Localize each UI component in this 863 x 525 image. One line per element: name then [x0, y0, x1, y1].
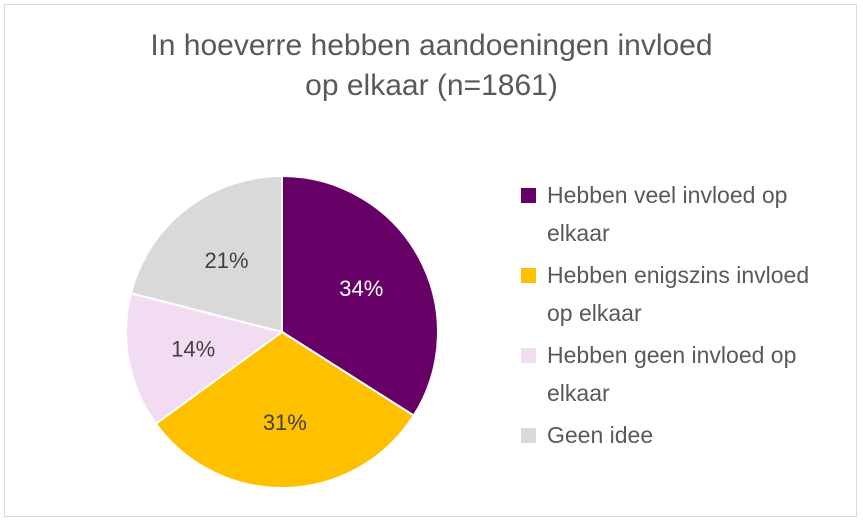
legend-swatch-geen-invloed — [521, 348, 536, 363]
legend-label-enigszins-invloed-line-1: Hebben enigszins invloed — [547, 262, 810, 288]
legend-label-geen-invloed-line-1: Hebben geen invloed op — [547, 342, 797, 368]
legend-label-geen-invloed-line-2: elkaar — [547, 380, 610, 406]
legend-label-veel-invloed-line-1: Hebben veel invloed op — [547, 182, 788, 208]
legend: Hebben veel invloed op elkaar Hebben eni… — [521, 176, 851, 458]
pie-data-label-geen-idee: 21% — [205, 248, 249, 273]
pie-data-label-veel-invloed: 34% — [339, 276, 383, 301]
chart-title-line-2: op elkaar (n=1861) — [305, 69, 558, 102]
legend-item-geen-idee: Geen idee — [521, 416, 851, 454]
legend-item-enigszins-invloed: Hebben enigszins invloed op elkaar — [521, 256, 851, 332]
legend-swatch-enigszins-invloed — [521, 268, 536, 283]
chart-title-line-1: In hoeverre hebben aandoeningen invloed — [150, 29, 713, 62]
legend-item-veel-invloed: Hebben veel invloed op elkaar — [521, 176, 851, 252]
chart-title: In hoeverre hebben aandoeningen invloed … — [0, 26, 863, 106]
legend-swatch-veel-invloed — [521, 188, 536, 203]
legend-label-enigszins-invloed-line-2: op elkaar — [547, 300, 642, 326]
legend-label-geen-idee: Geen idee — [547, 422, 654, 448]
pie-slice-geen-idee — [129, 174, 283, 334]
pie-data-label-enigszins-invloed: 31% — [263, 410, 307, 435]
legend-item-geen-invloed: Hebben geen invloed op elkaar — [521, 336, 851, 412]
pie-data-label-geen-invloed: 14% — [171, 336, 215, 361]
legend-swatch-geen-idee — [521, 428, 536, 443]
pie-slice-enigszins-invloed — [154, 330, 416, 489]
pie-slice-geen-invloed — [125, 291, 285, 426]
legend-label-veel-invloed-line-2: elkaar — [547, 220, 610, 246]
